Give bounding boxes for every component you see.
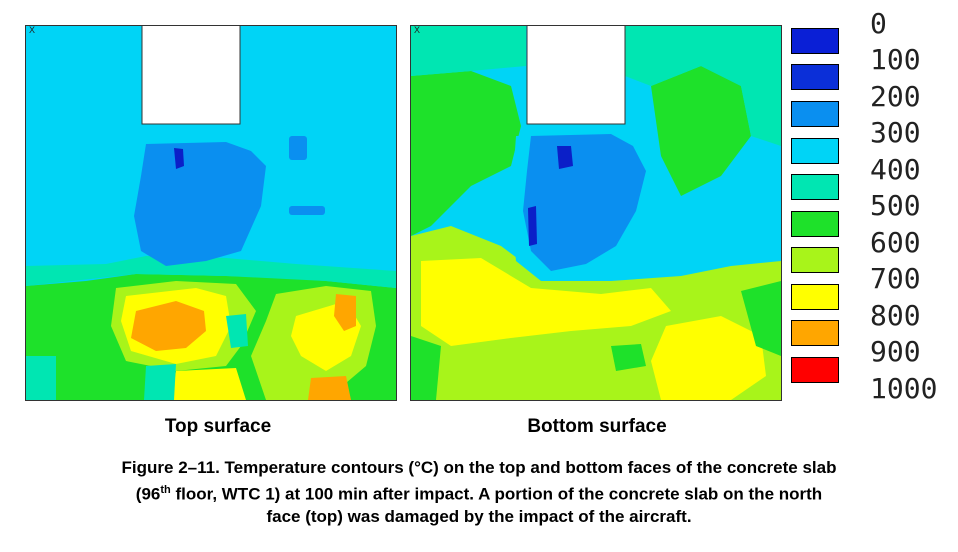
legend-label: 800 bbox=[870, 299, 921, 332]
legend-label: 700 bbox=[870, 262, 921, 295]
legend-swatch bbox=[791, 101, 839, 127]
legend-swatch bbox=[791, 320, 839, 346]
bottom-surface-label: Bottom surface bbox=[527, 416, 667, 437]
caption-line-2-end: floor, WTC 1) at 100 min after impact. A… bbox=[170, 484, 823, 504]
figure-caption: Figure 2–11. Temperature contours (°C) o… bbox=[0, 457, 958, 528]
caption-line-2: (96th floor, WTC 1) at 100 min after imp… bbox=[0, 479, 958, 506]
legend-swatch bbox=[791, 174, 839, 200]
top-surface-label: Top surface bbox=[164, 416, 272, 437]
bottom-surface-contour-plot: X bbox=[410, 25, 782, 401]
legend-label: 900 bbox=[870, 335, 921, 368]
legend-swatch bbox=[791, 247, 839, 273]
top-surface-contour-plot: X bbox=[25, 25, 397, 401]
legend-label: 600 bbox=[870, 226, 921, 259]
caption-line-3: face (top) was damaged by the impact of … bbox=[266, 506, 692, 526]
caption-line-1: Figure 2–11. Temperature contours (°C) o… bbox=[121, 458, 837, 477]
legend-label: 500 bbox=[870, 189, 921, 222]
legend-swatch bbox=[791, 138, 839, 164]
legend-label: 1000 bbox=[870, 372, 938, 405]
legend-swatch bbox=[791, 211, 839, 237]
legend-label: 400 bbox=[870, 153, 921, 186]
legend-swatch bbox=[791, 357, 839, 383]
legend-label: 100 bbox=[870, 43, 921, 76]
caption-line-2-start: (96 bbox=[135, 484, 161, 504]
caption-superscript: th bbox=[160, 484, 171, 496]
legend-label: 200 bbox=[870, 80, 921, 113]
legend-label: 300 bbox=[870, 116, 921, 149]
axis-triad-label: X bbox=[29, 25, 36, 35]
legend-swatch bbox=[791, 284, 839, 310]
axis-triad-label: X bbox=[414, 25, 421, 35]
legend-label: 0 bbox=[870, 7, 887, 40]
legend-swatch bbox=[791, 28, 839, 54]
legend-swatch bbox=[791, 64, 839, 90]
